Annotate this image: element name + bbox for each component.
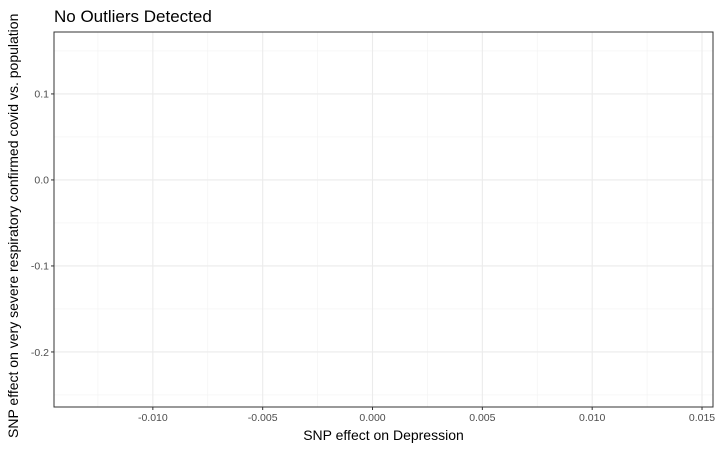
y-axis-title: SNP effect on very severe respiratory co… bbox=[5, 14, 21, 438]
y-tick-label: -0.1 bbox=[31, 261, 49, 273]
chart-title: No Outliers Detected bbox=[54, 7, 212, 26]
x-tick-label: -0.005 bbox=[248, 412, 278, 424]
minor-gridlines bbox=[54, 32, 713, 407]
x-tick-label: 0.010 bbox=[579, 412, 605, 424]
y-tick-label: -0.2 bbox=[31, 347, 49, 359]
y-axis: 0.1 0.0 -0.1 -0.2 bbox=[31, 89, 54, 359]
plot-panel bbox=[54, 32, 713, 407]
x-tick-label: 0.015 bbox=[689, 412, 715, 424]
x-axis: -0.010 -0.005 0.000 0.005 0.010 0.015 bbox=[138, 407, 715, 424]
x-tick-label: -0.010 bbox=[138, 412, 168, 424]
x-tick-label: 0.000 bbox=[359, 412, 385, 424]
major-gridlines bbox=[54, 32, 713, 407]
y-tick-label: 0.0 bbox=[34, 175, 49, 187]
x-axis-title: SNP effect on Depression bbox=[303, 427, 464, 443]
y-tick-label: 0.1 bbox=[34, 89, 49, 101]
plot-border bbox=[53, 31, 714, 408]
x-tick-label: 0.005 bbox=[469, 412, 495, 424]
